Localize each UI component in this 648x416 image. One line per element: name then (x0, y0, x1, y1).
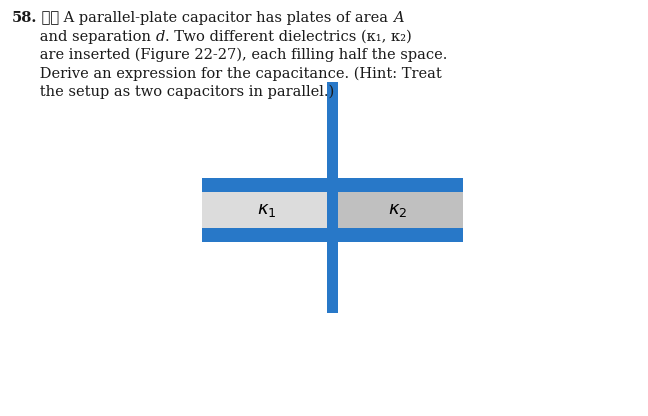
Text: 58.: 58. (12, 11, 38, 25)
Text: ★★: ★★ (38, 11, 60, 25)
Text: A: A (393, 11, 404, 25)
Bar (202, 178, 463, 193)
Bar (327, 242, 338, 312)
Text: and separation: and separation (12, 30, 156, 44)
Bar (327, 82, 338, 178)
Text: the setup as two capacitors in parallel.): the setup as two capacitors in parallel.… (12, 85, 334, 99)
Text: . Two different dielectrics (κ₁, κ₂): . Two different dielectrics (κ₁, κ₂) (165, 30, 411, 44)
Bar (202, 228, 463, 242)
Bar (327, 193, 338, 228)
Text: are inserted (Figure 22-27), each filling half the space.: are inserted (Figure 22-27), each fillin… (12, 48, 447, 62)
Text: Derive an expression for the capacitance. (Hint: Treat: Derive an expression for the capacitance… (12, 67, 442, 81)
Bar (332, 193, 463, 228)
Text: A parallel-plate capacitor has plates of area: A parallel-plate capacitor has plates of… (60, 11, 393, 25)
Text: d: d (156, 30, 165, 44)
Text: $\kappa_1$: $\kappa_1$ (257, 201, 277, 219)
Bar (202, 193, 332, 228)
Text: $\kappa_2$: $\kappa_2$ (388, 201, 407, 219)
